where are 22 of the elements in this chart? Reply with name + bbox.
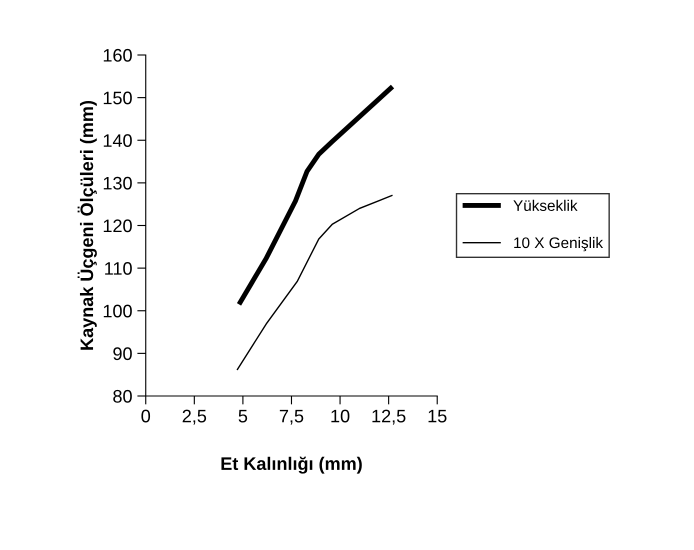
- y-axis-title: Kaynak Üçgeni Ölçüleri (mm): [78, 100, 97, 350]
- y-tick-label: 150: [104, 92, 132, 104]
- x-tick-label: 2,5: [182, 410, 206, 425]
- x-tick-label: 7,5: [280, 410, 304, 425]
- legend-label: Yükseklik: [513, 200, 578, 211]
- y-tick-label: 80: [113, 390, 132, 403]
- x-axis-title: Et Kalınlığı (mm): [221, 456, 362, 474]
- x-tick-label: 10: [331, 410, 350, 422]
- y-tick-label: 160: [104, 48, 132, 62]
- x-tick-label: 0: [141, 410, 150, 422]
- y-tick-label: 140: [104, 134, 132, 147]
- x-tick-label: 12,5: [372, 410, 406, 425]
- y-tick-label: 100: [104, 304, 132, 318]
- x-tick-label: 15: [428, 410, 447, 422]
- line-series: [236, 194, 394, 371]
- y-tick-label: 110: [105, 262, 132, 275]
- legend-label: 10 X Genişlik: [514, 236, 604, 252]
- line-series: [236, 84, 395, 307]
- y-tick-label: 90: [113, 347, 132, 360]
- x-tick-label: 5: [238, 410, 248, 422]
- y-tick-label: 130: [104, 176, 132, 190]
- y-tick-label: 120: [104, 219, 132, 232]
